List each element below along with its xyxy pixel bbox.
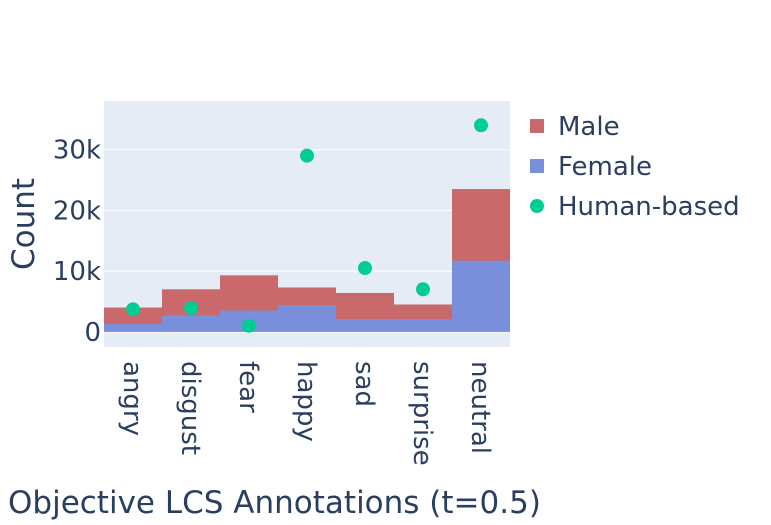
legend-label-male: Male <box>558 112 620 142</box>
point-human-based-happy <box>300 148 314 163</box>
x-tick-labels: angry disgust fear happy sad surprise neutral <box>117 361 495 466</box>
x-tick-label-sad: sad <box>349 361 379 407</box>
x-tick-label-surprise: surprise <box>407 361 437 466</box>
y-axis-title: Count <box>6 178 42 270</box>
scatter-points <box>126 118 488 333</box>
x-tick-label-neutral: neutral <box>465 361 495 454</box>
bar-female-happy <box>278 305 336 332</box>
legend-label-human-based: Human-based <box>558 192 740 222</box>
bar-female-neutral <box>452 260 510 332</box>
point-human-based-sad <box>358 261 372 276</box>
point-human-based-fear <box>242 318 256 333</box>
bar-female-surprise <box>394 319 452 332</box>
point-human-based-surprise <box>416 282 430 297</box>
bar-female-disgust <box>162 315 220 332</box>
legend: Male Female Human-based <box>530 112 740 222</box>
x-axis-title: Objective LCS Annotations (t=0.5) <box>8 485 541 521</box>
legend-label-female: Female <box>558 152 652 182</box>
y-tick-label: 20k <box>53 196 101 226</box>
x-tick-label-fear: fear <box>233 361 263 413</box>
x-tick-label-disgust: disgust <box>175 361 205 455</box>
bars <box>104 189 510 332</box>
y-tick-label: 0 <box>84 318 101 348</box>
bar-female-angry <box>104 323 162 332</box>
point-human-based-disgust <box>184 301 198 316</box>
legend-swatch-male <box>530 119 544 133</box>
legend-swatch-human-based <box>530 199 544 213</box>
bar-female-sad <box>336 319 394 332</box>
legend-swatch-female <box>530 159 544 173</box>
x-tick-label-angry: angry <box>117 361 147 436</box>
y-tick-labels: 0 10k 20k 30k <box>53 136 101 348</box>
x-tick-label-happy: happy <box>291 361 321 442</box>
point-human-based-angry <box>126 302 140 317</box>
y-tick-label: 30k <box>53 136 101 166</box>
y-tick-label: 10k <box>53 257 101 287</box>
point-human-based-neutral <box>474 118 488 133</box>
